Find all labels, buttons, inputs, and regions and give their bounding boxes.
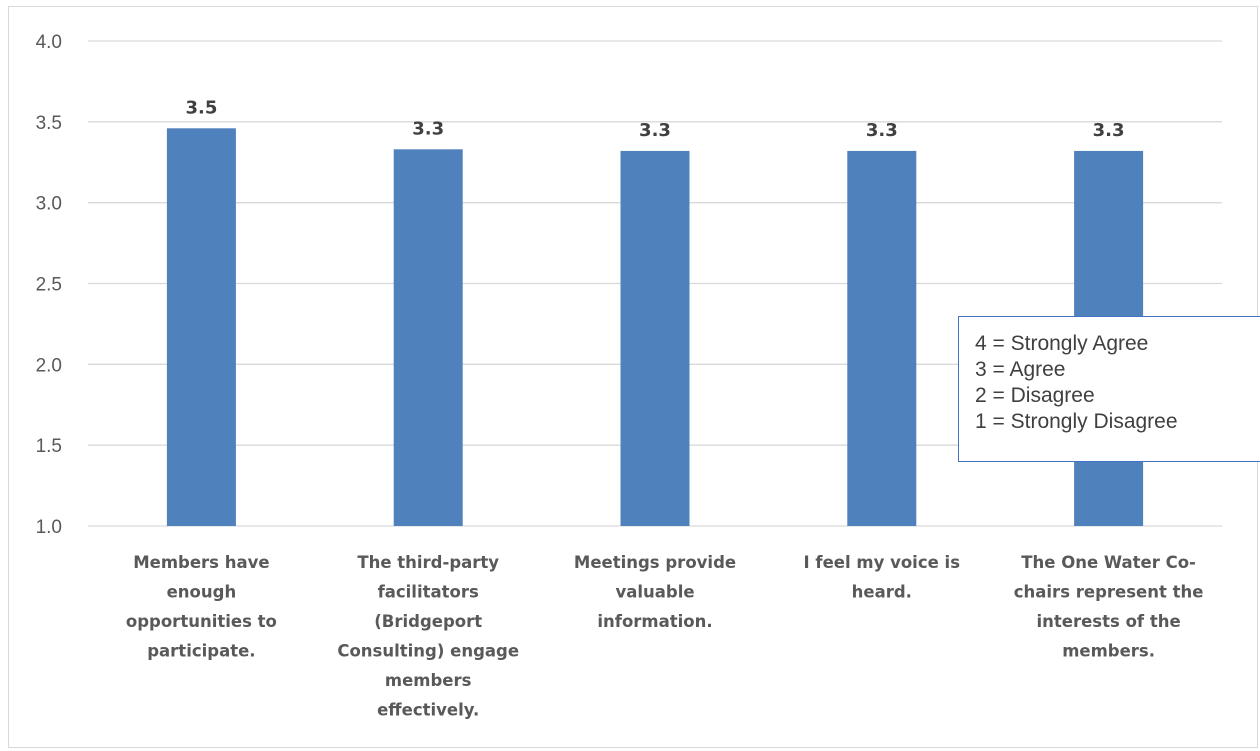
category-label: heard. (852, 583, 912, 602)
bar (166, 128, 236, 527)
scale-legend-line-1: 1 = Strongly Disagree (975, 410, 1178, 433)
y-tick-label: 1.0 (36, 517, 62, 538)
category-label: members. (1062, 642, 1155, 661)
category-label: facilitators (378, 583, 479, 602)
category-label: opportunities to (126, 612, 277, 631)
scale-legend-line-4: 4 = Strongly Agree (975, 332, 1149, 355)
category-label: I feel my voice is (804, 553, 961, 572)
category-label: interests of the (1037, 612, 1181, 631)
y-tick-label: 1.5 (36, 436, 62, 457)
category-label: Meetings provide (574, 553, 736, 572)
bar (620, 150, 690, 526)
category-label: (Bridgeport (374, 612, 482, 631)
y-tick-label: 2.5 (36, 275, 62, 296)
category-label: enough (167, 583, 237, 602)
scale-legend: 4 = Strongly Agree 3 = Agree 2 = Disagre… (958, 316, 1260, 462)
y-tick-label: 3.0 (36, 194, 62, 215)
scale-legend-line-2: 2 = Disagree (975, 384, 1095, 407)
category-label: chairs represent the (1014, 583, 1204, 602)
category-label: valuable (615, 583, 694, 602)
category-label: effectively. (377, 701, 479, 720)
data-label: 3.3 (412, 118, 444, 139)
bar (393, 149, 463, 527)
category-label: information. (597, 612, 712, 631)
category-label: The One Water Co- (1021, 553, 1196, 572)
category-label: participate. (147, 642, 255, 661)
data-label: 3.3 (866, 120, 898, 141)
category-label: The third-party (357, 553, 499, 572)
category-label: Consulting) engage (337, 642, 519, 661)
data-label: 3.3 (1093, 120, 1125, 141)
bar (847, 150, 917, 526)
y-tick-label: 4.0 (36, 32, 62, 53)
data-label: 3.3 (639, 120, 671, 141)
category-label: members (385, 671, 472, 690)
data-label: 3.5 (185, 97, 217, 118)
y-tick-label: 2.0 (36, 355, 62, 376)
category-label: Members have (133, 553, 269, 572)
y-tick-label: 3.5 (36, 113, 62, 134)
scale-legend-line-3: 3 = Agree (975, 358, 1066, 381)
